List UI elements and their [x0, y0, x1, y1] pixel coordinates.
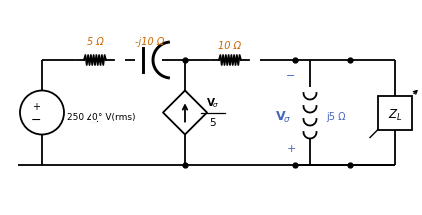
- Text: +: +: [32, 103, 40, 112]
- Text: $\mathbf{V}_{\!\sigma}$: $\mathbf{V}_{\!\sigma}$: [206, 97, 220, 110]
- Text: $Z_L$: $Z_L$: [388, 108, 402, 123]
- Text: ∠: ∠: [85, 113, 93, 122]
- Text: −: −: [31, 114, 41, 127]
- Text: j5 Ω: j5 Ω: [326, 112, 346, 123]
- Text: −: −: [286, 71, 296, 81]
- Bar: [378, 95, 412, 129]
- Text: -j10 Ω: -j10 Ω: [135, 37, 165, 47]
- Text: 10 Ω: 10 Ω: [219, 41, 241, 51]
- Text: 250: 250: [67, 113, 87, 122]
- Text: 5: 5: [210, 118, 216, 127]
- Text: 0: 0: [91, 113, 97, 122]
- Text: 5 Ω: 5 Ω: [87, 37, 103, 47]
- Text: ° V(rms): ° V(rms): [98, 113, 135, 122]
- Text: +: +: [286, 144, 296, 154]
- Text: $\mathbf{V}_{\!\sigma}$: $\mathbf{V}_{\!\sigma}$: [275, 110, 291, 125]
